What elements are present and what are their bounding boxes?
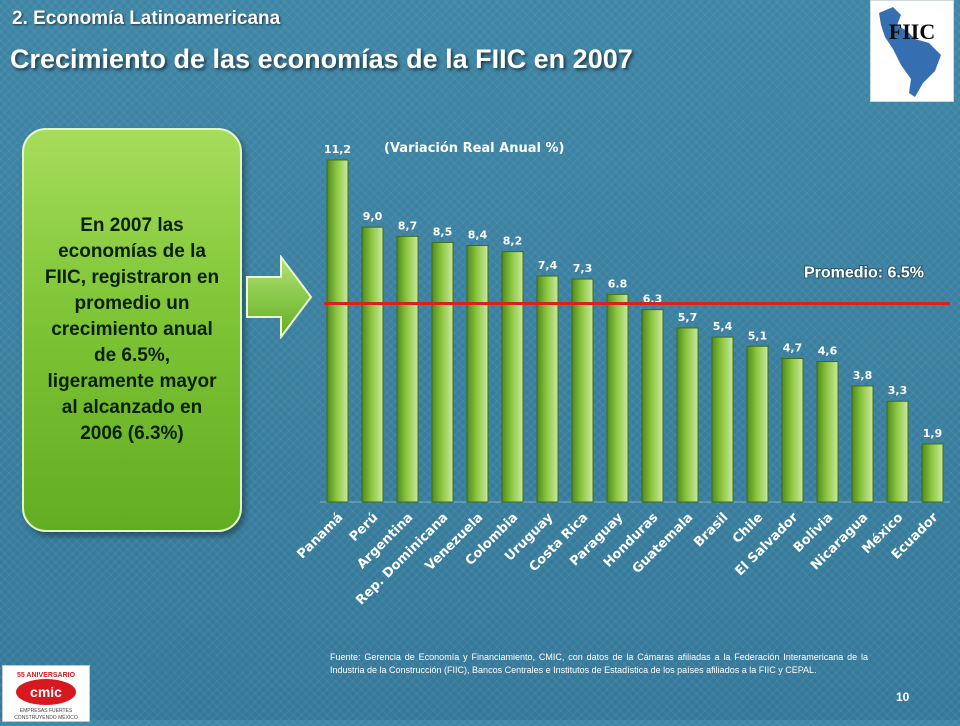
summary-text: En 2007 las economías de la FIIC, regist… [44,214,220,445]
bar-chart: (Variación Real Anual %)11,2Panamá9,0Per… [294,141,950,562]
cmic-tagline-2: CONSTRUYENDO MÉXICO [14,714,78,721]
data-label-17: 1,9 [923,427,943,440]
data-label-10: 5,7 [678,311,698,324]
bar-7 [571,278,594,503]
bar-15 [851,385,874,503]
summary-callout: En 2007 las economías de la FIIC, regist… [22,128,242,532]
data-label-5: 8,2 [503,235,523,248]
data-label-0: 11,2 [324,143,351,156]
bar-16 [886,400,909,503]
data-label-8: 6.8 [608,277,628,290]
bar-0 [326,159,349,503]
data-label-1: 9,0 [363,210,383,223]
data-label-12: 5,1 [748,329,768,342]
right-arrow-icon [246,255,313,339]
data-label-11: 5,4 [713,320,733,333]
data-label-14: 4,6 [818,345,838,358]
cmic-tagline-1: EMPRESAS FUERTES [20,708,73,714]
bar-4 [466,245,489,503]
bar-17 [921,443,944,503]
section-title: 2. Economía Latinoamericana [12,8,281,29]
bar-13 [781,357,804,503]
source-note: Fuente: Gerencia de Economía y Financiam… [330,652,868,676]
bar-5 [501,251,524,503]
cmic-logo: 55 ANIVERSARIO cmic EMPRESAS FUERTES CON… [2,665,90,722]
average-label: Promedio: 6.5% [804,265,924,282]
bar-14 [816,361,839,503]
data-label-2: 8,7 [398,219,418,232]
cmic-logo-text: cmic [30,684,62,700]
fiic-logo-text: FIIC [889,19,935,44]
data-label-3: 8,5 [433,225,453,238]
bar-1 [361,226,384,503]
data-label-6: 7,4 [538,259,558,272]
data-label-4: 8,4 [468,229,488,242]
bar-12 [746,345,769,503]
bar-6 [536,275,559,503]
data-label-13: 4,7 [783,341,803,354]
bar-9 [641,309,664,503]
data-label-15: 3,8 [853,369,873,382]
bar-8 [606,293,629,503]
bar-10 [676,327,699,503]
bar-2 [396,235,419,503]
bar-11 [711,336,734,503]
data-label-16: 3,3 [888,384,908,397]
data-label-7: 7,3 [573,262,593,275]
category-label-11: Brasil [691,510,731,550]
category-label-0: Panamá [294,510,346,562]
bar-3 [431,241,454,503]
cmic-anniversary-text: 55 ANIVERSARIO [17,672,76,679]
page-number: 10 [896,690,910,704]
chart-subtitle: (Variación Real Anual %) [384,141,564,156]
page-title: Crecimiento de las economías de la FIIC … [10,44,633,74]
fiic-logo: FIIC [870,0,954,102]
